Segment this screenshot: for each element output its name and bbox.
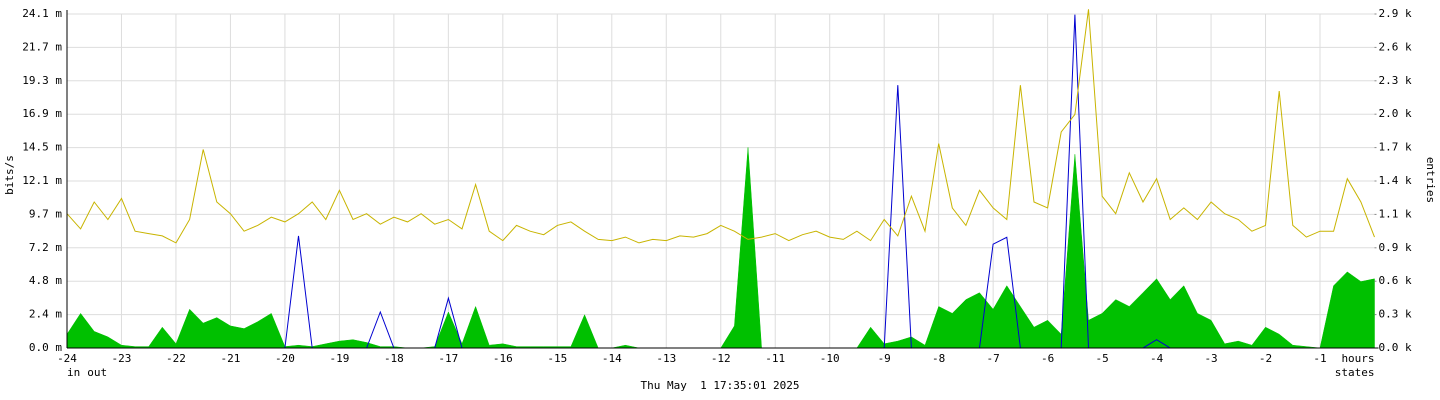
y2-tick-label: 1.7 k (1379, 141, 1412, 154)
y-tick-label: 9.7 m (29, 207, 62, 220)
x-tick-label: -17 (438, 352, 458, 365)
y2-tick-label: 1.4 k (1379, 174, 1412, 187)
x-tick-label: -15 (547, 352, 567, 365)
x-tick-label: -18 (384, 352, 404, 365)
x-tick-label: -6 (1041, 352, 1054, 365)
x-tick-label: -22 (166, 352, 186, 365)
x-tick-label: -10 (820, 352, 840, 365)
y-tick-label: 16.9 m (22, 107, 62, 120)
x-tick-label: -14 (602, 352, 622, 365)
y-tick-label: 0.0 m (29, 341, 62, 354)
x-tick-label: -5 (1095, 352, 1108, 365)
y-tick-label: 14.5 m (22, 141, 62, 154)
footer: Thu May 1 17:35:01 2025 (641, 379, 800, 392)
x-tick-label: -24 (57, 352, 77, 365)
y2-tick-label: 0.6 k (1379, 274, 1412, 287)
x-tick-label: -1 (1313, 352, 1326, 365)
y-tick-label: 19.3 m (22, 74, 62, 87)
x-tick-label: -9 (878, 352, 891, 365)
x-tick-label: -3 (1204, 352, 1217, 365)
x-tick-label: -23 (112, 352, 132, 365)
x-tick-label: -20 (275, 352, 295, 365)
y2-tick-label: 2.0 k (1379, 107, 1412, 120)
y2-axis-label: entries (1424, 157, 1437, 203)
y2-tick-label: 2.3 k (1379, 74, 1412, 87)
x-tick-label: -7 (987, 352, 1000, 365)
x-tick-label: -11 (765, 352, 785, 365)
y2-tick-label: 0.9 k (1379, 241, 1412, 254)
area-in (66, 147, 1375, 349)
x-axis-label: hours (1341, 352, 1374, 365)
line-states (66, 9, 1375, 244)
y-tick-label: 21.7 m (22, 40, 62, 53)
y2-tick-label: 2.6 k (1379, 40, 1412, 53)
legend-entry: states (1335, 366, 1375, 379)
x-tick-label: -13 (656, 352, 676, 365)
y-axis-label: bits/s (3, 155, 16, 195)
y2-tick-label: 1.1 k (1379, 207, 1412, 220)
x-tick-label: -8 (932, 352, 945, 365)
x-tick-label: -21 (221, 352, 241, 365)
legend-entry: out (87, 366, 107, 379)
x-tick-label: -12 (711, 352, 731, 365)
x-tick-label: -16 (493, 352, 513, 365)
legend-entry: in (67, 366, 80, 379)
y2-tick-label: 0.0 k (1379, 341, 1412, 354)
x-tick-label: -19 (329, 352, 349, 365)
y-tick-label: 24.1 m (22, 7, 62, 20)
y-tick-label: 4.8 m (29, 274, 62, 287)
y-tick-label: 7.2 m (29, 241, 62, 254)
y2-tick-label: 0.3 k (1379, 308, 1412, 321)
y2-tick-label: 2.9 k (1379, 7, 1412, 20)
x-tick-label: -4 (1150, 352, 1164, 365)
y-tick-label: 2.4 m (29, 308, 62, 321)
y-tick-label: 12.1 m (22, 174, 62, 187)
grid (66, 13, 1375, 349)
x-tick-label: -2 (1259, 352, 1272, 365)
